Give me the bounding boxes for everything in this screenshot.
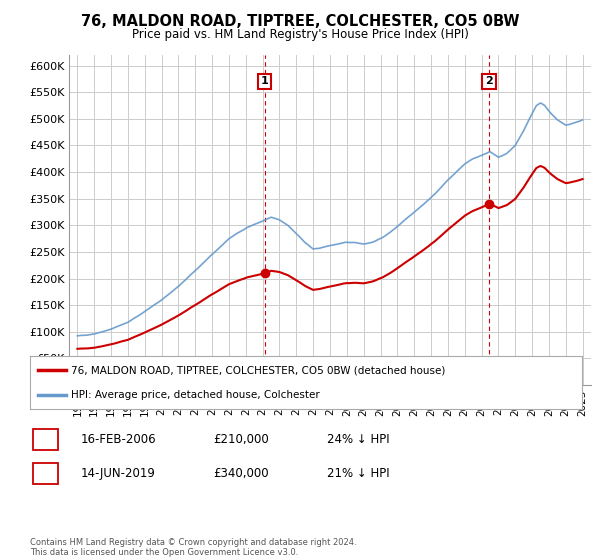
Text: 2: 2 [485,76,493,86]
Text: 16-FEB-2006: 16-FEB-2006 [81,433,157,446]
Text: 1: 1 [261,76,269,86]
Text: 76, MALDON ROAD, TIPTREE, COLCHESTER, CO5 0BW: 76, MALDON ROAD, TIPTREE, COLCHESTER, CO… [81,14,519,29]
Text: HPI: Average price, detached house, Colchester: HPI: Average price, detached house, Colc… [71,390,320,400]
Text: 21% ↓ HPI: 21% ↓ HPI [327,466,389,480]
Text: 1: 1 [41,433,50,446]
Text: £340,000: £340,000 [213,466,269,480]
Text: 24% ↓ HPI: 24% ↓ HPI [327,433,389,446]
Text: 2: 2 [41,466,50,480]
Text: £210,000: £210,000 [213,433,269,446]
Text: 14-JUN-2019: 14-JUN-2019 [81,466,156,480]
Text: 76, MALDON ROAD, TIPTREE, COLCHESTER, CO5 0BW (detached house): 76, MALDON ROAD, TIPTREE, COLCHESTER, CO… [71,366,446,376]
Text: Contains HM Land Registry data © Crown copyright and database right 2024.
This d: Contains HM Land Registry data © Crown c… [30,538,356,557]
Text: Price paid vs. HM Land Registry's House Price Index (HPI): Price paid vs. HM Land Registry's House … [131,28,469,41]
